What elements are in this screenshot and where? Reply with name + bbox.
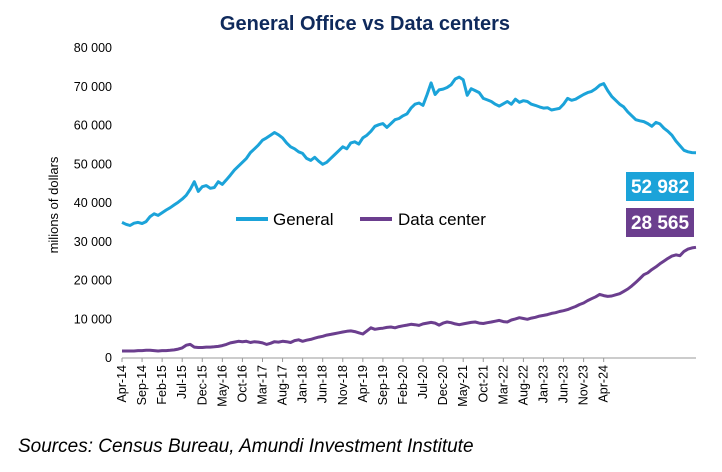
y-tick-label: 80 000 (74, 41, 112, 55)
x-tick-label: Apr-24 (597, 365, 611, 403)
x-tick-label: Feb-15 (155, 365, 169, 405)
x-tick-label: May-16 (215, 365, 229, 407)
series-line-general (121, 75, 697, 227)
plot-area (121, 75, 697, 353)
end-label-data-center-text: 28 565 (631, 213, 690, 234)
y-tick-label: 50 000 (74, 157, 112, 171)
end-label-general: 52 982 (626, 172, 694, 201)
x-tick-label: Apr-14 (115, 365, 129, 403)
x-tick-label: Oct-21 (476, 365, 490, 403)
x-tick-label: Jan-23 (536, 365, 550, 403)
x-tick-label: Jul-15 (175, 365, 189, 399)
x-tick-label: Dec-20 (436, 365, 450, 405)
x-tick-label: Dec-15 (195, 365, 209, 405)
y-tick-label: 70 000 (74, 80, 112, 94)
end-label-data-center-box (626, 208, 694, 237)
x-tick-label: Jan-18 (296, 365, 310, 403)
x-tick-label: Nov-23 (577, 365, 591, 405)
y-tick-label: 40 000 (74, 196, 112, 210)
x-tick-label: Aug-22 (516, 365, 530, 405)
x-tick-label: Mar-17 (255, 365, 269, 405)
y-tick-label: 10 000 (74, 312, 112, 326)
x-tick-label: May-21 (456, 365, 470, 407)
x-tick-label: Feb-20 (396, 365, 410, 405)
x-tick-label: Mar-22 (496, 365, 510, 405)
x-tick-label: Aug-17 (276, 365, 290, 405)
y-tick-label: 60 000 (74, 119, 112, 133)
end-label-general-text: 52 982 (631, 177, 689, 198)
source-note: Sources: Census Bureau, Amundi Investmen… (18, 436, 474, 457)
y-tick-label: 20 000 (74, 274, 112, 288)
chart-title: General Office vs Data centers (220, 13, 510, 35)
y-tick-label: 0 (105, 351, 112, 365)
legend: General Data center (236, 210, 486, 229)
end-label-general-box (626, 172, 694, 201)
y-tick-label: 30 000 (74, 235, 112, 249)
x-tick-label: Oct-16 (235, 365, 249, 403)
x-tick-label: Apr-19 (356, 365, 370, 403)
x-tick-label: Sep-19 (376, 365, 390, 405)
x-tick-label: Nov-18 (336, 365, 350, 405)
legend-label-general: General (273, 210, 333, 229)
legend-label-data-center: Data center (398, 210, 486, 229)
x-tick-label: Jun-23 (557, 365, 571, 403)
x-tick-label: Jul-20 (416, 365, 430, 399)
series-line-data-center (122, 245, 697, 353)
x-tick-label: Sep-14 (135, 365, 149, 405)
end-label-data-center: 28 565 (626, 208, 694, 237)
y-axis-label: milions of dollars (46, 156, 61, 253)
y-axis: 0 10 000 20 000 30 000 40 000 50 000 60 000 70 … (74, 41, 112, 365)
x-tick-label: Jun-18 (316, 365, 330, 403)
x-axis: Apr-14 Sep-14 Feb-15 Jul-15 Dec-15 May-16 Oct-… (115, 358, 611, 407)
